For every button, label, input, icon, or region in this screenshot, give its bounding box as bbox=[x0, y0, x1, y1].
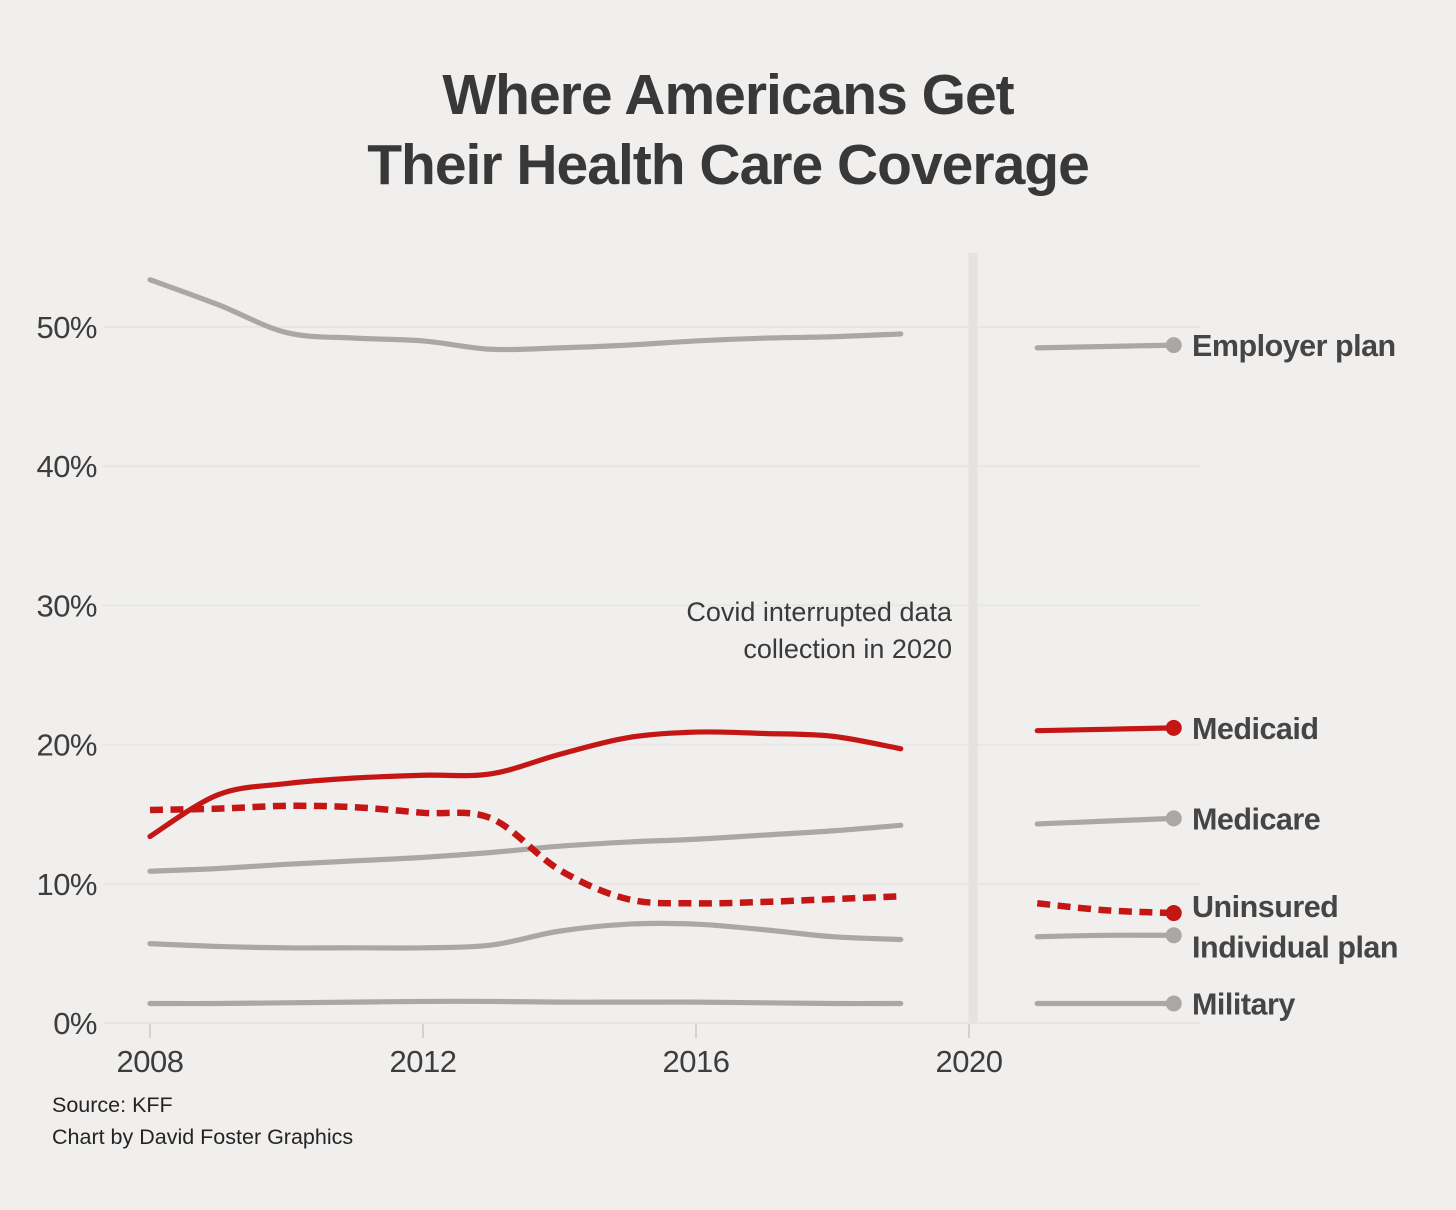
chart-title-line1: Where Americans Get bbox=[442, 63, 1014, 127]
series-label-medicaid: Medicaid bbox=[1192, 712, 1319, 746]
y-tick-label-40: 40% bbox=[36, 449, 97, 484]
series-post-line-medicare bbox=[1034, 815, 1177, 827]
y-tick-label-30: 30% bbox=[36, 588, 97, 623]
series-line-medicaid bbox=[147, 729, 904, 840]
y-tick-label-0: 0% bbox=[53, 1006, 97, 1041]
source-note: Source: KFF Chart by David Foster Graphi… bbox=[52, 1089, 353, 1153]
series-end-dot-medicaid bbox=[1165, 719, 1182, 736]
series-end-dot-individual-plan bbox=[1165, 927, 1182, 944]
series-end-dot-uninsured bbox=[1165, 905, 1182, 922]
series-label-medicare: Medicare bbox=[1192, 802, 1320, 836]
series-end-dot-employer-plan bbox=[1165, 337, 1182, 354]
series-label-individual-plan: Individual plan bbox=[1192, 930, 1398, 964]
series-line-uninsured bbox=[149, 802, 901, 907]
series-end-dot-military bbox=[1165, 995, 1182, 1012]
series-post-line-employer-plan bbox=[1034, 342, 1177, 351]
chart-title: Where Americans Get Their Health Care Co… bbox=[0, 60, 1456, 200]
series-line-military bbox=[147, 998, 904, 1007]
covid-annotation: Covid interrupted data collection in 202… bbox=[0, 594, 952, 668]
x-tick-label-2016: 2016 bbox=[663, 1044, 730, 1079]
covid-annotation-line2: collection in 2020 bbox=[743, 634, 952, 664]
y-tick-label-50: 50% bbox=[36, 310, 97, 345]
x-tick-label-2020: 2020 bbox=[936, 1044, 1003, 1079]
y-tick-label-10: 10% bbox=[36, 867, 97, 902]
y-tick-label-20: 20% bbox=[36, 728, 97, 763]
x-tick-label-2008: 2008 bbox=[117, 1044, 184, 1079]
series-post-line-medicaid bbox=[1034, 725, 1177, 734]
series-label-employer-plan: Employer plan bbox=[1192, 329, 1396, 363]
chart-title-line2: Their Health Care Coverage bbox=[367, 133, 1090, 197]
series-label-military: Military bbox=[1192, 988, 1295, 1022]
series-line-individual-plan bbox=[147, 920, 904, 951]
series-line-medicare bbox=[147, 822, 904, 874]
series-label-uninsured: Uninsured bbox=[1192, 890, 1338, 924]
series-post-line-uninsured bbox=[1036, 900, 1174, 917]
series-post-line-individual-plan bbox=[1034, 932, 1177, 940]
source-line: Source: KFF bbox=[52, 1093, 173, 1117]
series-line-employer-plan bbox=[147, 277, 904, 353]
x-tick-label-2012: 2012 bbox=[390, 1044, 457, 1079]
covid-annotation-line1: Covid interrupted data bbox=[686, 597, 952, 627]
series-end-dot-medicare bbox=[1165, 810, 1182, 827]
credit-line: Chart by David Foster Graphics bbox=[52, 1125, 354, 1149]
